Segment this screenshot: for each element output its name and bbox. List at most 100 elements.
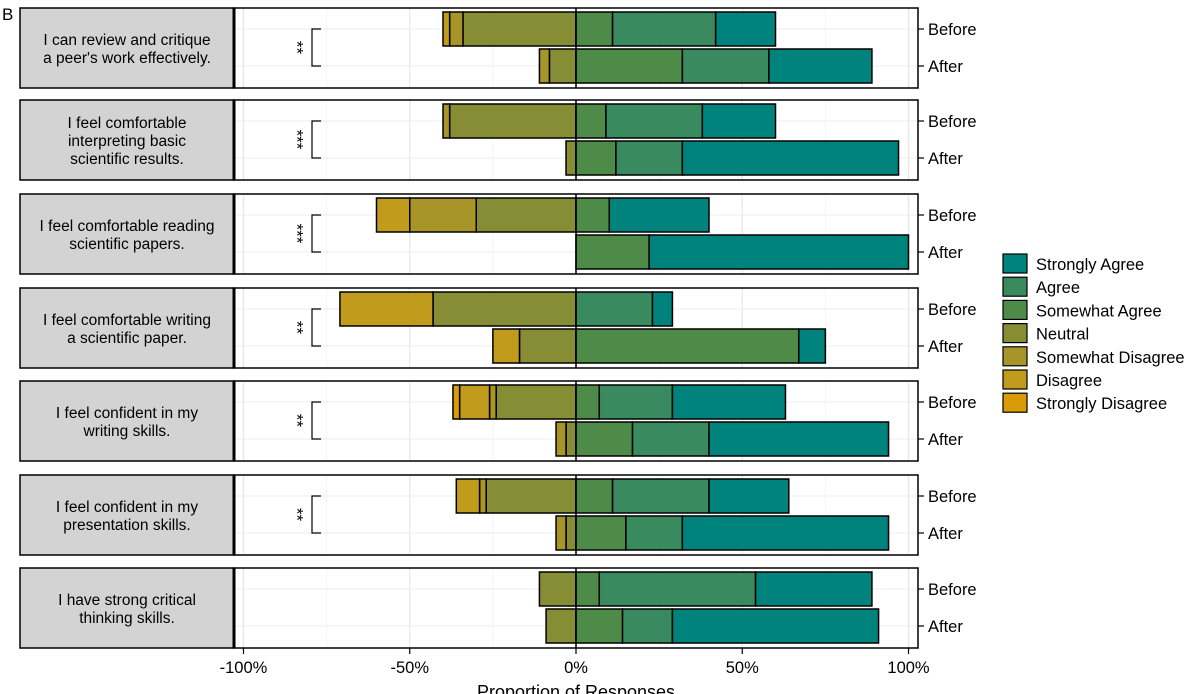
bar-segment-somewhat-disagree: [555, 515, 567, 551]
bar-segment-agree: [605, 103, 704, 139]
question-text-line: I feel comfortable writing: [43, 312, 211, 329]
x-tick-label: 0%: [564, 659, 588, 677]
significance-bracket: [311, 120, 321, 159]
bar-segment-strongly-agree: [708, 478, 790, 514]
bar-segment-neutral: [518, 328, 577, 364]
bar-after: [575, 234, 910, 270]
group-label-before: Before: [928, 394, 977, 412]
bar-segment-strongly-agree: [714, 11, 777, 47]
bar-segment-agree: [598, 571, 757, 607]
bar-segment-strongly-agree: [671, 608, 880, 644]
legend-label: Somewhat Agree: [1036, 302, 1162, 320]
x-tick-label: 100%: [887, 659, 930, 677]
bar-segment-somewhat-agree: [575, 384, 601, 420]
bar-segment-agree: [681, 48, 770, 84]
bar-segment-disagree: [375, 197, 411, 233]
bar-segment-strongly-agree: [798, 328, 827, 364]
bar-segment-disagree: [458, 384, 491, 420]
bar-segment-somewhat-agree: [575, 234, 650, 270]
bar-segment-neutral: [485, 478, 577, 514]
significance-stars: **: [288, 41, 307, 55]
question-text-line: I feel comfortable reading: [40, 218, 215, 235]
bar-segment-neutral: [548, 48, 577, 84]
group-label-before: Before: [928, 488, 977, 506]
bar-before: [442, 11, 777, 47]
bar-segment-agree: [598, 384, 674, 420]
legend-item-strongly-agree: Strongly Agree: [1002, 253, 1144, 274]
legend-swatch: [1002, 299, 1028, 320]
bar-segment-neutral: [448, 103, 577, 139]
bar-segment-disagree: [492, 328, 521, 364]
question-text-line: presentation skills.: [63, 517, 191, 534]
question-text-line: scientific papers.: [69, 236, 184, 253]
bar-segment-strongly-agree: [681, 140, 900, 176]
group-label-before: Before: [928, 301, 977, 319]
group-label-before: Before: [928, 21, 977, 39]
legend-swatch: [1002, 392, 1028, 413]
question-text-line: I feel comfortable: [68, 115, 187, 132]
x-tick-label: -50%: [390, 659, 429, 677]
bar-segment-somewhat-agree: [575, 478, 614, 514]
bar-before: [375, 197, 710, 233]
legend: Strongly Agree Agree Somewhat Agree Neutral…: [1002, 253, 1185, 413]
bar-segment-strongly-agree: [681, 515, 890, 551]
bar-segment-agree: [611, 11, 717, 47]
bar-segment-neutral: [462, 11, 577, 47]
x-tick-label: -100%: [220, 659, 268, 677]
bar-segment-somewhat-agree: [575, 11, 614, 47]
bar-segment-strongly-agree: [754, 571, 873, 607]
bar-segment-agree: [631, 421, 710, 457]
question-strip: [19, 567, 235, 649]
legend-label: Somewhat Disagree: [1036, 349, 1185, 367]
legend-item-somewhat-disagree: Somewhat Disagree: [1002, 346, 1185, 367]
question-text-line: interpreting basic: [68, 133, 186, 150]
bar-before: [452, 384, 787, 420]
bar-after: [538, 48, 873, 84]
legend-label: Agree: [1036, 279, 1080, 297]
legend-swatch: [1002, 346, 1028, 367]
significance-stars: **: [288, 321, 307, 335]
legend-label: Disagree: [1036, 372, 1102, 390]
bar-segment-somewhat-agree: [575, 48, 684, 84]
bar-before: [538, 571, 873, 607]
significance-stars: **: [288, 414, 307, 428]
bar-before: [339, 291, 674, 327]
bar-segment-neutral: [565, 421, 577, 457]
significance-bracket: [311, 28, 321, 67]
bar-segment-somewhat-disagree: [555, 421, 567, 457]
group-label-after: After: [928, 150, 963, 168]
bar-segment-somewhat-disagree: [488, 384, 497, 420]
bar-after: [492, 328, 827, 364]
bar-segment-neutral: [545, 608, 577, 644]
bar-segment-agree: [621, 608, 674, 644]
legend-swatch: [1002, 369, 1028, 390]
question-text-line: I feel confident in my: [56, 405, 198, 422]
bar-after: [555, 421, 890, 457]
group-label-after: After: [928, 58, 963, 76]
bar-before: [455, 478, 790, 514]
question-text-line: I can review and critique: [43, 32, 210, 49]
group-label-after: After: [928, 431, 963, 449]
question-text-line: writing skills.: [83, 423, 171, 440]
legend-item-neutral: Neutral: [1002, 323, 1089, 344]
bar-segment-agree: [611, 478, 710, 514]
group-label-after: After: [928, 525, 963, 543]
bar-segment-neutral: [475, 197, 577, 233]
bar-after: [565, 140, 900, 176]
bar-segment-neutral: [432, 291, 577, 327]
question-text-line: a scientific paper.: [67, 330, 187, 347]
bar-segment-strongly-agree: [671, 384, 787, 420]
bar-segment-neutral: [495, 384, 577, 420]
bar-segment-somewhat-agree: [575, 197, 610, 233]
significance-stars: ***: [288, 224, 307, 244]
question-strip: [19, 193, 235, 275]
legend-label: Neutral: [1036, 326, 1089, 344]
significance-bracket: [311, 308, 321, 347]
significance-bracket: [311, 214, 321, 253]
